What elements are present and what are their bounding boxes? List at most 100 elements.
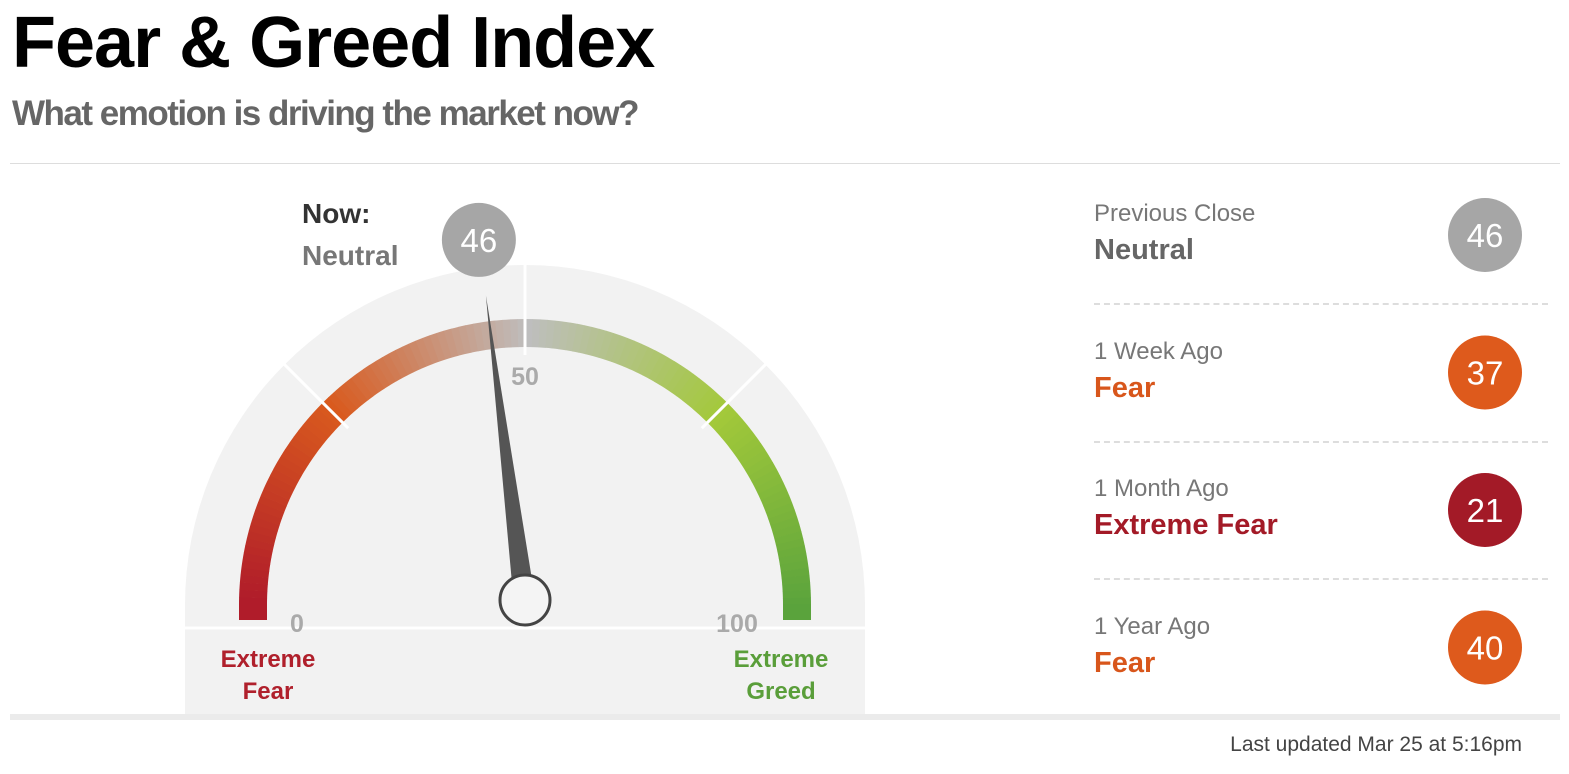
gauge-arc <box>741 449 770 471</box>
gauge-arc <box>757 481 787 501</box>
gauge-arc <box>682 378 706 405</box>
gauge-arc <box>737 443 766 465</box>
gauge-arc <box>733 436 761 460</box>
needle <box>485 295 536 607</box>
gauge-arc <box>322 397 348 423</box>
gauge-arc <box>754 475 784 495</box>
history-bubble <box>1448 473 1522 547</box>
gauge-arc <box>312 407 339 433</box>
gauge-arc <box>298 424 325 448</box>
history-rating: Extreme Fear <box>1094 509 1278 541</box>
gauge-arc <box>239 589 268 599</box>
gauge-arc <box>692 387 717 414</box>
gauge-divider <box>700 359 771 430</box>
gauge-arc <box>636 346 656 376</box>
gauge-arc <box>510 319 519 348</box>
history-separator <box>1094 578 1548 580</box>
gauge-arc <box>328 392 353 418</box>
gauge-arc <box>765 502 795 520</box>
extreme-fear-label: Extreme Fear <box>220 646 316 705</box>
extreme-greed-label: Extreme Greed <box>733 646 829 705</box>
gauge-arc <box>369 360 391 389</box>
gauge-arc <box>345 377 369 405</box>
gauge-arc <box>687 382 712 410</box>
history-separator <box>1094 440 1548 443</box>
gauge-arc <box>281 448 309 471</box>
gauge-arc <box>240 567 270 579</box>
gauge-arc <box>277 455 306 476</box>
history-bubble <box>1448 198 1522 272</box>
gauge-arc-end <box>783 604 811 620</box>
gauge-arc <box>252 509 282 526</box>
gauge-arc <box>260 488 290 507</box>
history-label: 1 Week Ago <box>1094 337 1223 365</box>
gauge-arc <box>263 481 293 501</box>
history-label: 1 Month Ago <box>1094 475 1229 502</box>
gauge-arc <box>623 340 642 370</box>
gauge-arc <box>401 343 421 373</box>
gauge-arc <box>642 350 662 379</box>
history-value: 46 <box>1467 217 1504 254</box>
gauge-arc <box>782 590 811 599</box>
gauge-arc <box>531 319 541 348</box>
gauge-arc <box>525 319 533 348</box>
gauge-arc <box>697 392 723 419</box>
gauge-arc <box>782 582 811 592</box>
gauge-arc <box>629 343 649 373</box>
gauge-arc <box>517 319 526 348</box>
gauge-arc <box>578 325 593 355</box>
now-bubble <box>441 202 516 277</box>
gauge-arc <box>495 319 506 349</box>
gauge-arc <box>270 468 299 488</box>
history-rating: Fear <box>1094 371 1156 404</box>
gauge-arc <box>422 335 440 365</box>
gauge-arc <box>763 495 793 513</box>
gauge-arc <box>255 502 285 519</box>
gauge-arc <box>676 373 700 401</box>
gauge-arc <box>598 330 614 360</box>
gauge-arc <box>242 552 272 565</box>
scale-label: 50 <box>511 363 539 391</box>
gauge-arc <box>472 322 485 352</box>
gauge-arc <box>502 319 512 348</box>
gauge-arc <box>257 495 287 513</box>
gauge-arc <box>591 328 607 358</box>
gauge-arc <box>558 321 571 351</box>
gauge-arc <box>273 461 302 482</box>
history-bubble <box>1448 610 1522 685</box>
gauge-arc <box>429 332 446 362</box>
gauge-arc <box>415 337 433 367</box>
gauge-arc <box>333 387 358 414</box>
gauge-arc <box>356 369 380 397</box>
gauge-arc <box>246 530 276 545</box>
gauge-arc <box>774 530 804 546</box>
gauge: 0 50 100 46 <box>185 202 865 714</box>
divider <box>10 714 1560 720</box>
gauge-arc <box>775 538 805 552</box>
gauge-arc <box>777 545 807 559</box>
now-label: Now: <box>302 198 371 229</box>
gauge-arc <box>285 442 313 465</box>
gauge-arc <box>565 322 578 352</box>
gauge-arc <box>302 418 330 443</box>
gauge-arc <box>702 397 728 423</box>
now-rating: Neutral <box>302 240 399 271</box>
history-rating: Neutral <box>1094 234 1194 266</box>
history-bubble <box>1448 335 1522 410</box>
gauge-arc <box>665 365 688 393</box>
history-value: 37 <box>1467 355 1504 392</box>
gauge-arc-end <box>239 604 267 620</box>
gauge-arc <box>241 559 271 572</box>
gauge-arc <box>339 382 363 409</box>
gauge-arc <box>293 430 321 454</box>
history-label: Previous Close <box>1094 200 1256 227</box>
gauge-arc <box>245 537 275 552</box>
gauge-arc <box>363 364 385 393</box>
gauge-arc <box>408 340 427 370</box>
gauge-arc <box>781 575 811 586</box>
needle-hub <box>498 573 552 627</box>
gauge-arc <box>729 430 757 454</box>
gauge-arc <box>707 402 733 428</box>
gauge-arc <box>572 323 585 353</box>
gauge-arc <box>778 552 808 565</box>
